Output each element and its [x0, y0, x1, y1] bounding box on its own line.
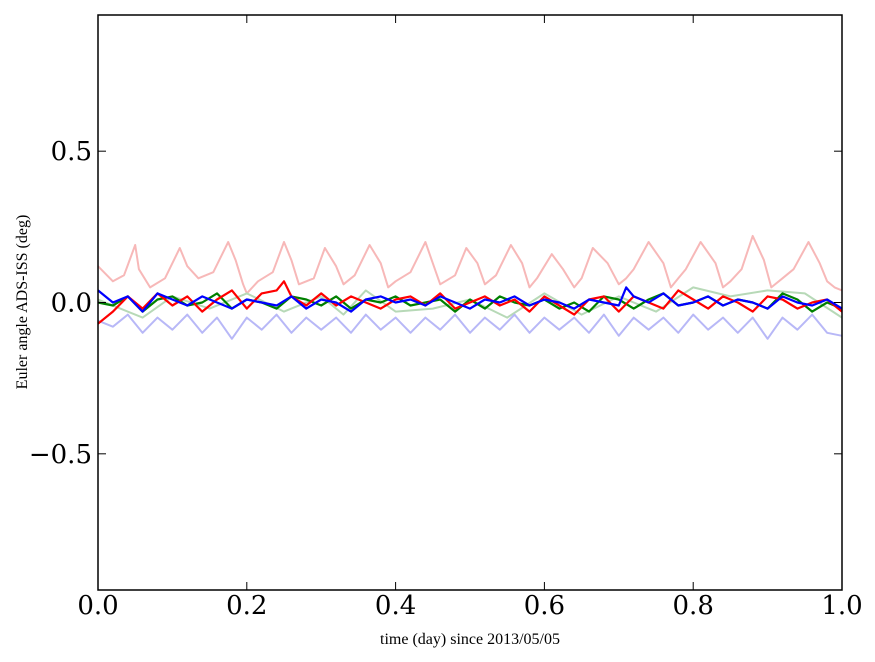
series-line-0	[97, 234, 843, 295]
series-line-2	[97, 313, 843, 340]
x-tick-label: 0.4	[375, 591, 416, 621]
x-tick-label: 0.0	[77, 591, 118, 621]
x-axis-label: time (day) since 2013/05/05	[380, 631, 560, 648]
x-tick-label: 0.8	[673, 591, 714, 621]
series-line-5	[97, 286, 843, 313]
x-tick-label: 0.6	[524, 591, 565, 621]
x-tick-label: 1.0	[821, 591, 862, 621]
series-layer	[97, 234, 843, 340]
tick-layer: 0.0 0.2 0.4 0.6 0.8 1.0 0.5 0.0 −0.5	[29, 15, 863, 621]
y-tick-label: 0.5	[51, 137, 92, 167]
y-tick-label: 0.0	[51, 289, 92, 319]
y-axis-label: Euler angle ADS-ISS (deg)	[14, 215, 31, 390]
x-tick-label: 0.2	[226, 591, 267, 621]
y-tick-label: −0.5	[29, 440, 92, 470]
